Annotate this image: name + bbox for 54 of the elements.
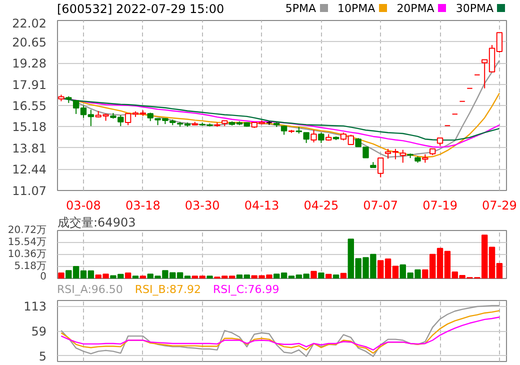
y-tick-label: 20.72万 xyxy=(8,225,47,236)
candlestick xyxy=(362,146,369,158)
legend-label: 5PMA xyxy=(285,2,318,15)
candlestick xyxy=(310,129,317,143)
y-tick-label: 10.36万 xyxy=(8,249,47,260)
candlestick xyxy=(303,132,310,144)
x-tick-label: 03-08 xyxy=(66,198,101,212)
candlestick xyxy=(280,125,288,136)
bar xyxy=(310,270,317,278)
text: RSI_B:87.92 xyxy=(134,283,202,296)
text: RSI_A:96.50 xyxy=(57,283,123,296)
candlestick xyxy=(318,132,324,144)
chart-title: 成交量:64903 xyxy=(58,216,136,230)
y-tick-label: 59 xyxy=(31,324,47,338)
y-tick-label: 22.02 xyxy=(12,16,47,30)
y-tick-label: 5 xyxy=(38,349,47,364)
candlestick xyxy=(378,158,384,178)
line-series xyxy=(60,310,500,354)
legend-label: 10PMA xyxy=(338,2,376,15)
y-tick-label: 5.18万 xyxy=(14,261,46,272)
bar xyxy=(58,272,64,278)
x-tick-label: 03-18 xyxy=(125,198,160,212)
bar xyxy=(132,276,139,278)
x-tick-label: 07-07 xyxy=(363,198,398,212)
x-tick-label: 03-30 xyxy=(184,198,220,212)
x-tick-label: 07-29 xyxy=(482,198,517,212)
bar xyxy=(206,276,213,278)
y-tick-label: 19.28 xyxy=(12,56,47,71)
bar xyxy=(140,276,146,278)
line-series xyxy=(60,316,500,351)
text: RSI_C:76.99 xyxy=(213,283,280,296)
y-tick-label: 15.54万 xyxy=(8,237,47,248)
y-tick-label: 11.07 xyxy=(12,184,47,198)
y-tick-label: 113 xyxy=(24,300,46,314)
legend-label: 20PMA xyxy=(396,2,436,15)
y-tick-label: 0 xyxy=(40,272,47,282)
line-series xyxy=(60,304,500,358)
y-tick-label: 12.44 xyxy=(12,162,47,177)
bar xyxy=(124,272,132,278)
x-tick-label: 07-19 xyxy=(422,198,458,212)
y-tick-label: 16.55 xyxy=(12,98,47,113)
x-tick-label: 04-13 xyxy=(244,198,280,212)
candlestick xyxy=(400,149,406,164)
bar xyxy=(326,274,332,278)
x-tick-label: 04-25 xyxy=(304,198,339,212)
bar xyxy=(332,274,340,278)
legend-label: 30PMA xyxy=(456,2,494,15)
y-tick-label: 20.65 xyxy=(12,35,47,50)
y-tick-label: 13.81 xyxy=(12,141,47,156)
bar xyxy=(340,272,347,278)
y-tick-label: 15.18 xyxy=(12,120,47,134)
y-tick-label: 17.91 xyxy=(12,78,47,92)
bar xyxy=(318,272,324,278)
chart-title: [600532] 2022-07-29 15:00 xyxy=(57,1,224,18)
